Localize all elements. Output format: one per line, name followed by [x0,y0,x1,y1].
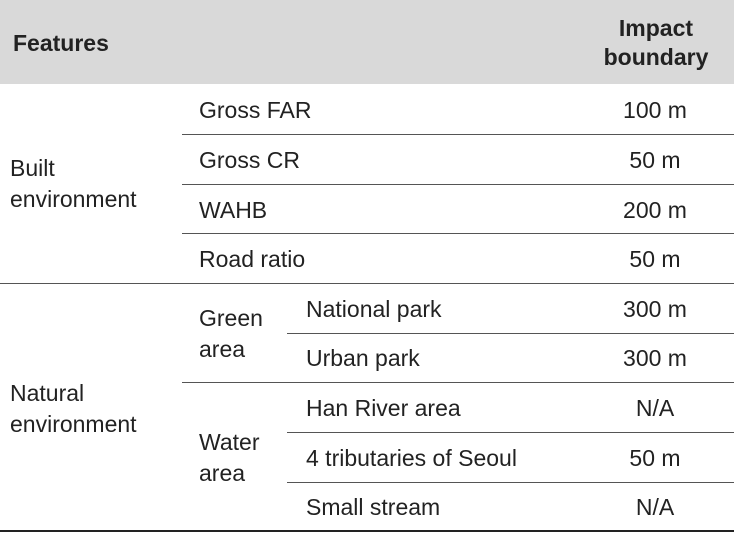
features-header: Features [13,30,109,56]
value-tributaries-of-seoul: 50 m [629,445,681,471]
value-road-ratio: 50 m [629,246,681,272]
impact-boundary-header: Impact boundary [586,14,726,72]
value-urban-park: 300 m [623,345,687,371]
row-divider [182,134,734,135]
subgroup-divider [182,382,734,383]
green-area-label-line2: area [199,336,246,362]
built-group-label-line1: Built [10,155,55,181]
natural-group-label-line1: Natural [10,380,85,406]
green-area-label-line1: Green [199,305,263,331]
natural-group-label-line2: environment [10,411,137,437]
value-gross-cr: 50 m [629,147,681,173]
built-group-label-line2: environment [10,186,137,212]
impact-header-line1: Impact [618,15,694,41]
value-national-park: 300 m [623,296,687,322]
group-divider [0,283,734,284]
table-bottom-border [0,530,734,532]
row-divider [287,432,734,433]
row-divider [287,482,734,483]
feature-urban-park: Urban park [306,345,420,371]
feature-wahb: WAHB [199,197,268,223]
table-header: Features Impact boundary [0,0,734,84]
value-gross-far: 100 m [623,97,687,123]
row-divider [182,184,734,185]
value-han-river-area: N/A [635,395,675,421]
feature-han-river-area: Han River area [306,395,461,421]
row-divider [287,333,734,334]
value-small-stream: N/A [635,494,675,520]
row-divider [182,233,734,234]
impact-header-line2: boundary [603,44,709,70]
feature-national-park: National park [306,296,442,322]
water-area-label-line1: Water [199,429,260,455]
feature-gross-far: Gross FAR [199,97,312,123]
feature-gross-cr: Gross CR [199,147,300,173]
feature-small-stream: Small stream [306,494,441,520]
feature-tributaries-of-seoul: 4 tributaries of Seoul [306,445,517,471]
value-wahb: 200 m [623,197,687,223]
feature-road-ratio: Road ratio [199,246,306,272]
water-area-label-line2: area [199,460,246,486]
